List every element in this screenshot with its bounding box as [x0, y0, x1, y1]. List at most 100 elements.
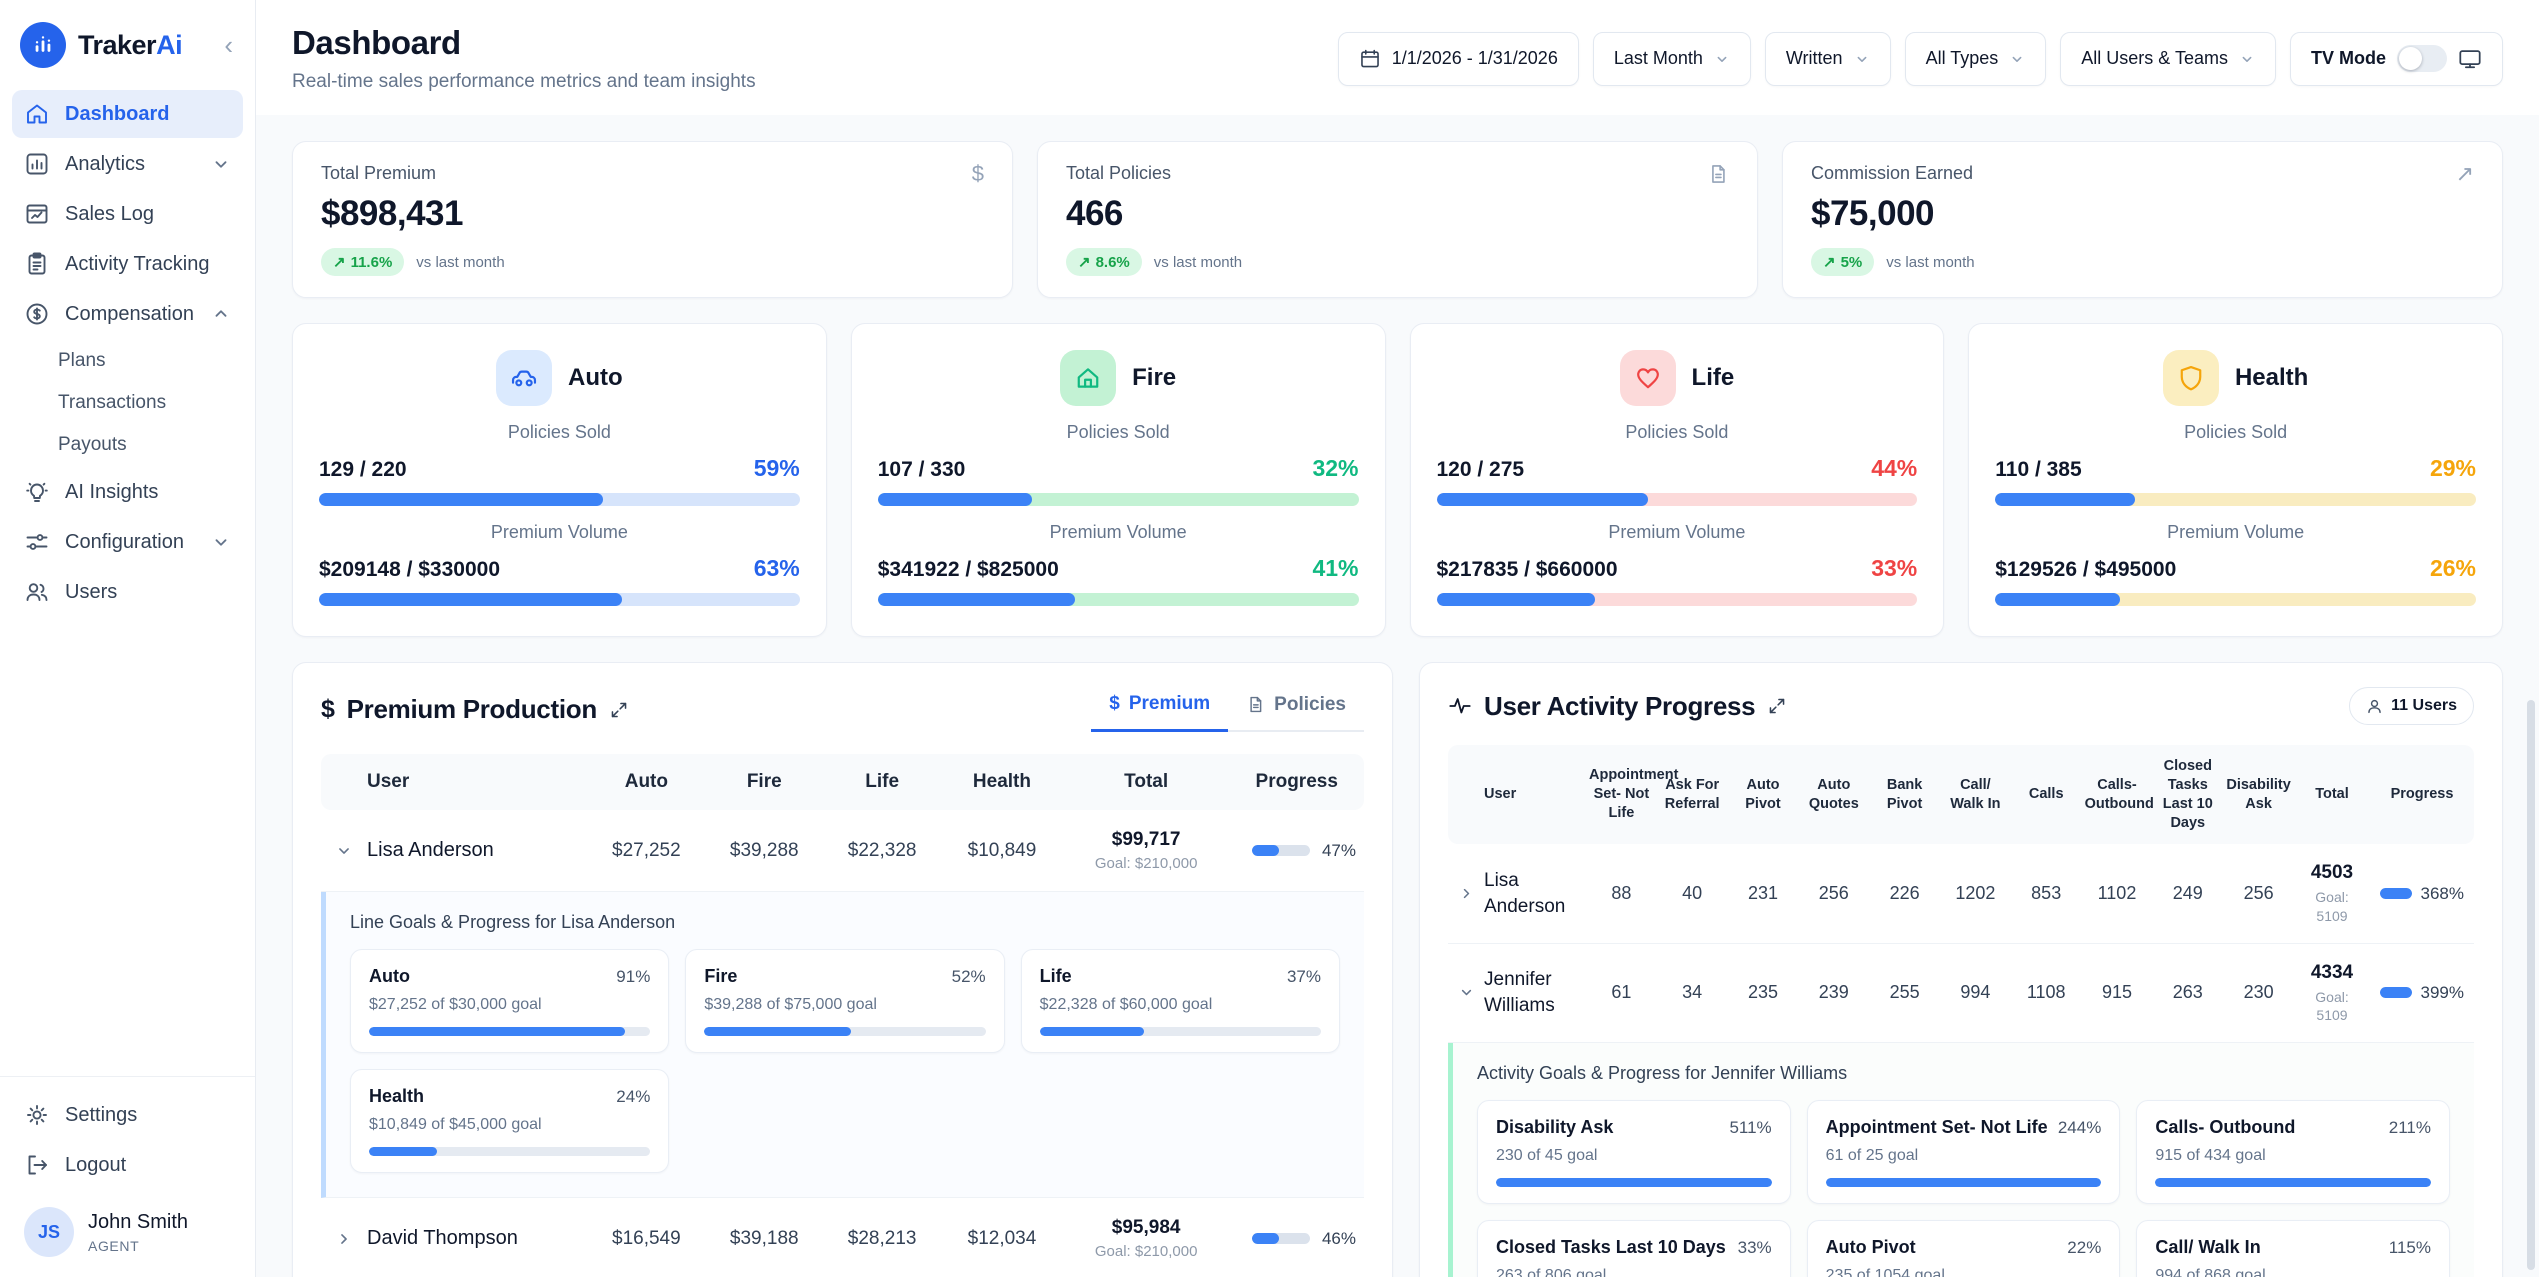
goal-card: Auto Pivot 22% 235 of 1054 goal	[1806, 1220, 2121, 1277]
trend-up-icon: ↗	[1823, 254, 1836, 271]
product-name: Fire	[1132, 364, 1177, 391]
goal-card-fire: Fire 52% $39,288 of $75,000 goal	[685, 949, 1005, 1053]
house-icon	[1060, 350, 1117, 406]
goal-card: Calls- Outbound 211% 915 of 434 goal	[2136, 1100, 2450, 1205]
clipboard-icon	[24, 251, 50, 277]
change-badge: ↗ 5%	[1811, 248, 1875, 276]
table-row[interactable]: Lisa Anderson 88 40 231 256 226 1202 853…	[1448, 844, 2474, 944]
gear-icon	[24, 1102, 50, 1128]
premium-percent: 33%	[1871, 555, 1918, 581]
policies-percent: 29%	[2429, 455, 2476, 481]
progress-pill	[2379, 888, 2412, 900]
product-name: Auto	[568, 364, 623, 391]
tv-mode-toggle[interactable]	[2397, 45, 2447, 72]
metric-label: Premium Volume	[490, 522, 628, 542]
logout-icon	[24, 1152, 50, 1178]
car-icon	[496, 350, 553, 406]
sales-log-icon	[24, 201, 50, 227]
sidebar-item-configuration[interactable]: Configuration	[12, 518, 243, 566]
sidebar-collapse-button[interactable]: ‹	[224, 30, 233, 60]
chevron-right-icon[interactable]	[1448, 885, 1484, 902]
users-teams-dropdown[interactable]: All Users & Teams	[2060, 31, 2276, 86]
page-scrollbar[interactable]	[2527, 700, 2535, 1270]
metric-label: Premium Volume	[2167, 522, 2305, 542]
table-row[interactable]: Lisa Anderson $27,252 $39,288 $22,328 $1…	[321, 810, 1364, 892]
shield-icon	[2162, 350, 2219, 406]
user-chip[interactable]: JS John Smith AGENT	[12, 1191, 243, 1261]
goal-progress-bar	[1039, 1027, 1321, 1036]
sidebar-item-logout[interactable]: Logout	[12, 1141, 243, 1189]
change-badge: ↗ 11.6%	[321, 248, 405, 276]
policies-percent: 32%	[1312, 455, 1359, 481]
stat-value: $898,431	[321, 194, 463, 233]
progress-pill	[2379, 987, 2412, 999]
sidebar-subitem-plans[interactable]: Plans	[58, 350, 106, 371]
products-row: Auto Policies Sold 129 / 220 59% Premium …	[292, 323, 2503, 637]
goal-card-health: Health 24% $10,849 of $45,000 goal	[350, 1069, 670, 1173]
activity-goals-title: Activity Goals & Progress for Jennifer W…	[1477, 1063, 1848, 1084]
product-name: Health	[2234, 364, 2309, 391]
goal-progress-bar	[1496, 1178, 1772, 1188]
chevron-down-icon[interactable]	[321, 842, 367, 860]
policies-progress-bar	[877, 493, 1359, 506]
document-icon	[1246, 695, 1265, 714]
premium-percent: 41%	[1312, 555, 1359, 581]
sliders-icon	[24, 529, 50, 555]
dollar-circle-icon	[24, 301, 50, 327]
sidebar-subitem-transactions[interactable]: Transactions	[58, 392, 167, 413]
stat-caption: vs last month	[1153, 253, 1243, 271]
type-dropdown[interactable]: All Types	[1904, 31, 2047, 86]
brand-logo-icon	[20, 22, 66, 68]
metric-label: Policies Sold	[507, 422, 611, 442]
sidebar-item-analytics[interactable]: Analytics	[12, 140, 243, 188]
sidebar-subitem-payouts[interactable]: Payouts	[58, 434, 127, 455]
premium-value: $217835 / $660000	[1436, 558, 1618, 581]
product-card-health: Health Policies Sold 110 / 385 29% Premiu…	[1968, 323, 2503, 637]
policies-value: 129 / 220	[319, 458, 407, 481]
main-area: Dashboard Real-time sales performance me…	[256, 0, 2539, 1277]
sidebar-item-compensation[interactable]: Compensation	[12, 290, 243, 338]
sidebar: TrakerAi ‹ Dashboard Analytics Sales Log…	[0, 0, 256, 1277]
user-activity-panel: User Activity Progress 11 Users User App…	[1419, 662, 2503, 1277]
sidebar-item-dashboard[interactable]: Dashboard	[12, 90, 243, 138]
status-dropdown[interactable]: Written	[1764, 31, 1891, 86]
chevron-down-icon	[211, 532, 231, 552]
goal-card-life: Life 37% $22,328 of $60,000 goal	[1020, 949, 1340, 1053]
period-dropdown[interactable]: Last Month	[1592, 31, 1751, 86]
sidebar-item-ai-insights[interactable]: AI Insights	[12, 468, 243, 516]
sidebar-footer: Settings Logout JS John Smith AGENT	[0, 1076, 255, 1277]
sidebar-item-sales-log[interactable]: Sales Log	[12, 190, 243, 238]
premium-production-panel: $ Premium Production $ Premium Policies U…	[292, 662, 1393, 1277]
expand-icon[interactable]	[1767, 696, 1787, 716]
expand-icon[interactable]	[609, 700, 629, 720]
premium-percent: 26%	[2429, 555, 2476, 581]
activity-goals-section: Activity Goals & Progress for Jennifer W…	[1448, 1043, 2474, 1277]
brand: TrakerAi ‹	[0, 0, 255, 84]
sidebar-item-settings[interactable]: Settings	[12, 1091, 243, 1139]
dashboard-content: Total Premium $ $898,431 ↗ 11.6% vs last …	[256, 115, 2539, 1277]
date-range-picker[interactable]: 1/1/2026 - 1/31/2026	[1337, 31, 1579, 86]
policies-percent: 44%	[1871, 455, 1918, 481]
chevron-right-icon[interactable]	[321, 1230, 367, 1248]
goal-progress-bar	[704, 1027, 986, 1036]
goal-card: Appointment Set- Not Life 244% 61 of 25 g…	[1806, 1100, 2121, 1205]
chevron-down-icon[interactable]	[1448, 984, 1484, 1001]
goal-card: Call/ Walk In 115% 994 of 868 goal	[2136, 1220, 2450, 1277]
product-card-auto: Auto Policies Sold 129 / 220 59% Premium …	[292, 323, 827, 637]
table-header: User Auto Fire Life Health Total Progres…	[321, 754, 1364, 810]
tab-premium[interactable]: $ Premium	[1091, 687, 1229, 732]
document-icon	[1707, 163, 1729, 185]
stat-value: $75,000	[1811, 194, 1935, 233]
premium-value: $341922 / $825000	[877, 558, 1059, 581]
lightbulb-icon	[24, 479, 50, 505]
sidebar-item-users[interactable]: Users	[12, 568, 243, 616]
tab-policies[interactable]: Policies	[1228, 687, 1364, 730]
table-row[interactable]: Jennifer Williams 61 34 235 239 255 994 …	[1448, 944, 2474, 1044]
premium-value: $209148 / $330000	[319, 558, 501, 581]
product-card-life: Life Policies Sold 120 / 275 44% Premium …	[1409, 323, 1945, 637]
sidebar-item-activity-tracking[interactable]: Activity Tracking	[12, 240, 243, 288]
table-row[interactable]: David Thompson $16,549 $39,188 $28,213 $…	[321, 1198, 1364, 1277]
table-header: User Appointment Set- Not Life Ask For R…	[1448, 745, 2474, 845]
policies-value: 120 / 275	[1436, 458, 1525, 481]
stat-label: Commission Earned	[1811, 163, 1974, 183]
